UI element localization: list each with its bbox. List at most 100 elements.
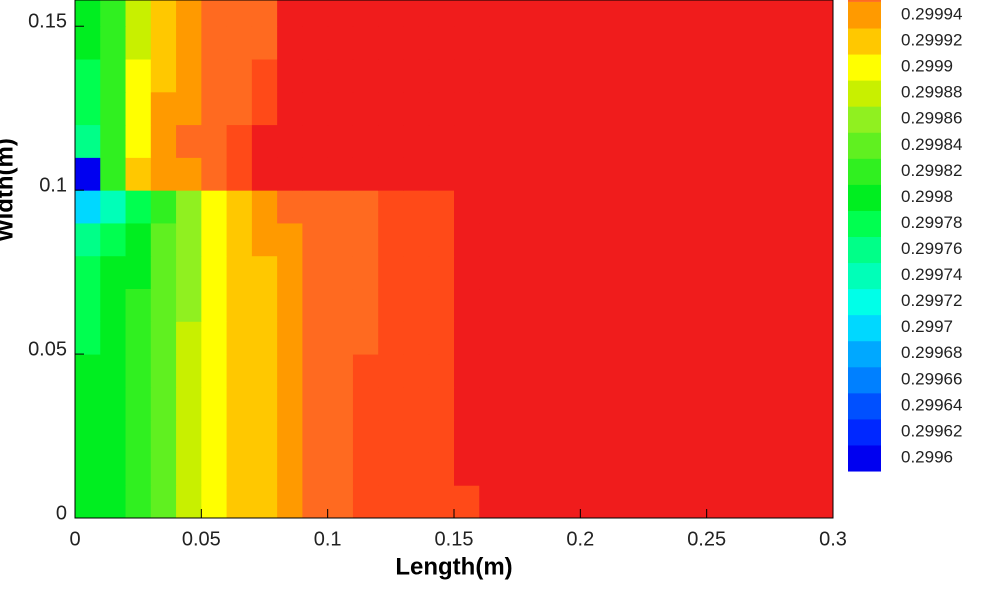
heat-cell: [454, 255, 480, 290]
heat-cell: [277, 255, 303, 290]
heat-cell: [454, 59, 480, 93]
heat-cell: [352, 124, 379, 158]
heat-cell: [403, 321, 430, 355]
legend-swatch: [848, 288, 881, 316]
heat-cell: [403, 157, 430, 191]
heat-cell: [100, 255, 127, 290]
heat-cell: [150, 321, 177, 355]
heat-cell: [352, 222, 379, 257]
heat-cell: [100, 386, 127, 421]
legend-label: 0.29966: [901, 369, 962, 388]
heat-cell: [125, 485, 152, 519]
heat-cell: [100, 26, 127, 60]
legend-label: 0.29974: [901, 265, 962, 284]
heat-cell: [352, 0, 379, 27]
legend-label: 0.2998: [901, 187, 953, 206]
heat-cell: [479, 124, 834, 158]
heat-cell: [454, 0, 480, 27]
heat-cell: [251, 222, 278, 257]
heat-cell: [327, 124, 354, 158]
heat-cell: [75, 321, 101, 355]
heat-cell: [100, 419, 127, 453]
heat-cell: [378, 288, 404, 322]
heat-cell: [201, 124, 228, 158]
heat-cell: [201, 354, 228, 388]
legend-label: 0.29964: [901, 395, 962, 414]
heat-cell: [150, 452, 177, 486]
heat-cell: [100, 485, 127, 519]
heat-cell: [428, 124, 455, 158]
heat-cell: [176, 91, 202, 126]
heat-cell: [479, 91, 834, 126]
heat-cell: [352, 157, 379, 191]
heat-cell: [150, 255, 177, 290]
heat-cell: [226, 26, 253, 60]
heat-cell: [454, 288, 480, 322]
heat-cell: [226, 288, 253, 322]
legend-swatch: [848, 54, 881, 81]
legend-label: 0.29988: [901, 83, 962, 102]
heat-cell: [479, 255, 834, 290]
heat-cell: [277, 321, 303, 355]
heat-cell: [100, 124, 127, 158]
heat-cell: [226, 59, 253, 93]
heat-cell: [176, 222, 202, 257]
heat-cell: [150, 59, 177, 93]
heat-cell: [428, 190, 455, 224]
heat-cell: [378, 354, 404, 388]
heat-cell: [176, 255, 202, 290]
heat-cell: [378, 386, 404, 421]
heat-cell: [378, 190, 404, 224]
heat-cell: [327, 222, 354, 257]
heat-cell: [352, 485, 379, 519]
heat-cell: [454, 419, 480, 453]
heat-cell: [150, 0, 177, 27]
heat-cell: [302, 255, 329, 290]
heat-cell: [403, 485, 430, 519]
heat-cell: [125, 354, 152, 388]
heat-cell: [479, 222, 834, 257]
legend-swatch: [848, 392, 881, 420]
heat-cell: [251, 485, 278, 519]
heat-cell: [201, 288, 228, 322]
legend-label: 0.29986: [901, 109, 962, 128]
heat-cell: [352, 386, 379, 421]
x-tick-label: 0.05: [182, 528, 221, 550]
heat-cell: [327, 0, 354, 27]
legend-swatch: [848, 418, 881, 446]
heat-cell: [428, 222, 455, 257]
heat-cell: [479, 452, 834, 486]
heat-cell: [176, 190, 202, 224]
heat-cell: [454, 190, 480, 224]
heat-cell: [201, 59, 228, 93]
heat-cell: [327, 386, 354, 421]
heat-cell: [75, 255, 101, 290]
heat-cell: [352, 354, 379, 388]
legend-swatch: [848, 236, 881, 264]
legend-swatch: [848, 444, 881, 472]
heat-cell: [176, 26, 202, 60]
heat-cell: [201, 485, 228, 519]
heat-cell: [277, 157, 303, 191]
heat-cell: [403, 124, 430, 158]
heat-cell: [251, 354, 278, 388]
heat-cell: [201, 255, 228, 290]
x-tick-label: 0: [69, 528, 80, 550]
heat-cell: [226, 157, 253, 191]
heat-cell: [378, 91, 404, 126]
heat-cell: [352, 190, 379, 224]
legend-swatch: [848, 340, 881, 368]
heat-cell: [352, 288, 379, 322]
heat-cell: [150, 222, 177, 257]
x-tick-label: 0.15: [435, 528, 474, 550]
heat-cell: [403, 354, 430, 388]
heat-cell: [150, 386, 177, 421]
heat-cell: [479, 485, 834, 519]
heat-cell: [327, 288, 354, 322]
heat-cell: [454, 157, 480, 191]
heat-cell: [479, 288, 834, 322]
heat-cell: [403, 59, 430, 93]
heat-cell: [201, 0, 228, 27]
heat-cell: [454, 386, 480, 421]
